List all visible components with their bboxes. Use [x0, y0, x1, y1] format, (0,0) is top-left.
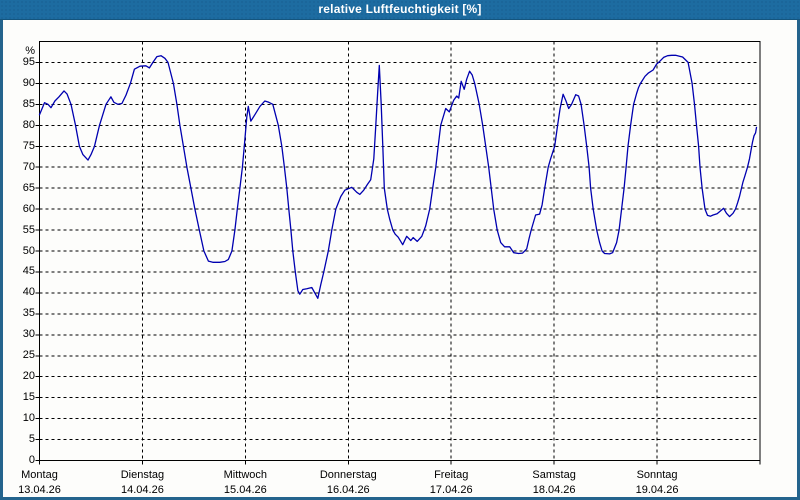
y-axis-tick-label-55: 55 [22, 223, 35, 236]
x-axis-date-label-18.04.26: 18.04.26 [532, 483, 576, 496]
chart-canvas: % 0 5 10 15 20 25 30 35 40 45 50 55 60 65 70 75 80 85 90 95… [3, 20, 797, 497]
y-axis-tick-label-90: 90 [22, 76, 35, 89]
y-axis-tick-label-85: 85 [22, 97, 35, 110]
x-axis-day-label-Montag: Montag [21, 468, 58, 481]
y-axis-unit-label: % [25, 45, 35, 57]
y-axis-tick-label-10: 10 [22, 412, 35, 425]
x-axis-day-label-Donnerstag: Donnerstag [319, 468, 377, 481]
y-axis-tick-label-25: 25 [22, 349, 35, 362]
y-axis-tick-label-60: 60 [22, 202, 35, 215]
plot-border [39, 41, 761, 461]
y-axis-tick-label-70: 70 [22, 160, 35, 173]
x-axis-date-label-17.04.26: 17.04.26 [429, 483, 473, 496]
window-title: relative Luftfeuchtigkeit [%] [318, 2, 482, 16]
x-axis-date-label-15.04.26: 15.04.26 [223, 483, 267, 496]
x-axis-day-label-Sonntag: Sonntag [636, 468, 678, 481]
y-axis-tick-label-75: 75 [22, 139, 35, 152]
y-axis-tick-label-5: 5 [28, 433, 35, 446]
humidity-curve [38, 54, 758, 299]
y-axis-tick-label-80: 80 [22, 118, 35, 131]
y-axis-tick-label-95: 95 [22, 55, 35, 68]
y-axis-tick-label-20: 20 [22, 370, 35, 383]
y-axis-tick-label-50: 50 [22, 244, 35, 257]
y-axis-tick-label-30: 30 [22, 328, 35, 341]
y-axis-tick-label-45: 45 [22, 265, 35, 278]
x-axis-day-label-Samstag: Samstag [532, 468, 576, 481]
x-axis-day-label-Mittwoch: Mittwoch [223, 468, 268, 481]
x-axis-day-label-Freitag: Freitag [434, 468, 469, 481]
y-axis-tick-label-0: 0 [28, 454, 35, 466]
y-axis-tick-label-35: 35 [22, 307, 35, 320]
y-axis-tick-label-65: 65 [22, 181, 35, 194]
x-axis-date-label-19.04.26: 19.04.26 [635, 483, 679, 496]
x-axis-day-label-Dienstag: Dienstag [120, 468, 165, 481]
humidity-line-chart [35, 41, 761, 465]
window-titlebar: relative Luftfeuchtigkeit [%] [0, 0, 800, 20]
x-axis-date-label-16.04.26: 16.04.26 [326, 483, 370, 496]
x-axis-date-label-14.04.26: 14.04.26 [121, 483, 164, 496]
x-axis-date-label-13.04.26: 13.04.26 [18, 483, 61, 496]
y-axis-tick-label-15: 15 [22, 391, 35, 404]
y-axis-tick-label-40: 40 [22, 286, 35, 299]
